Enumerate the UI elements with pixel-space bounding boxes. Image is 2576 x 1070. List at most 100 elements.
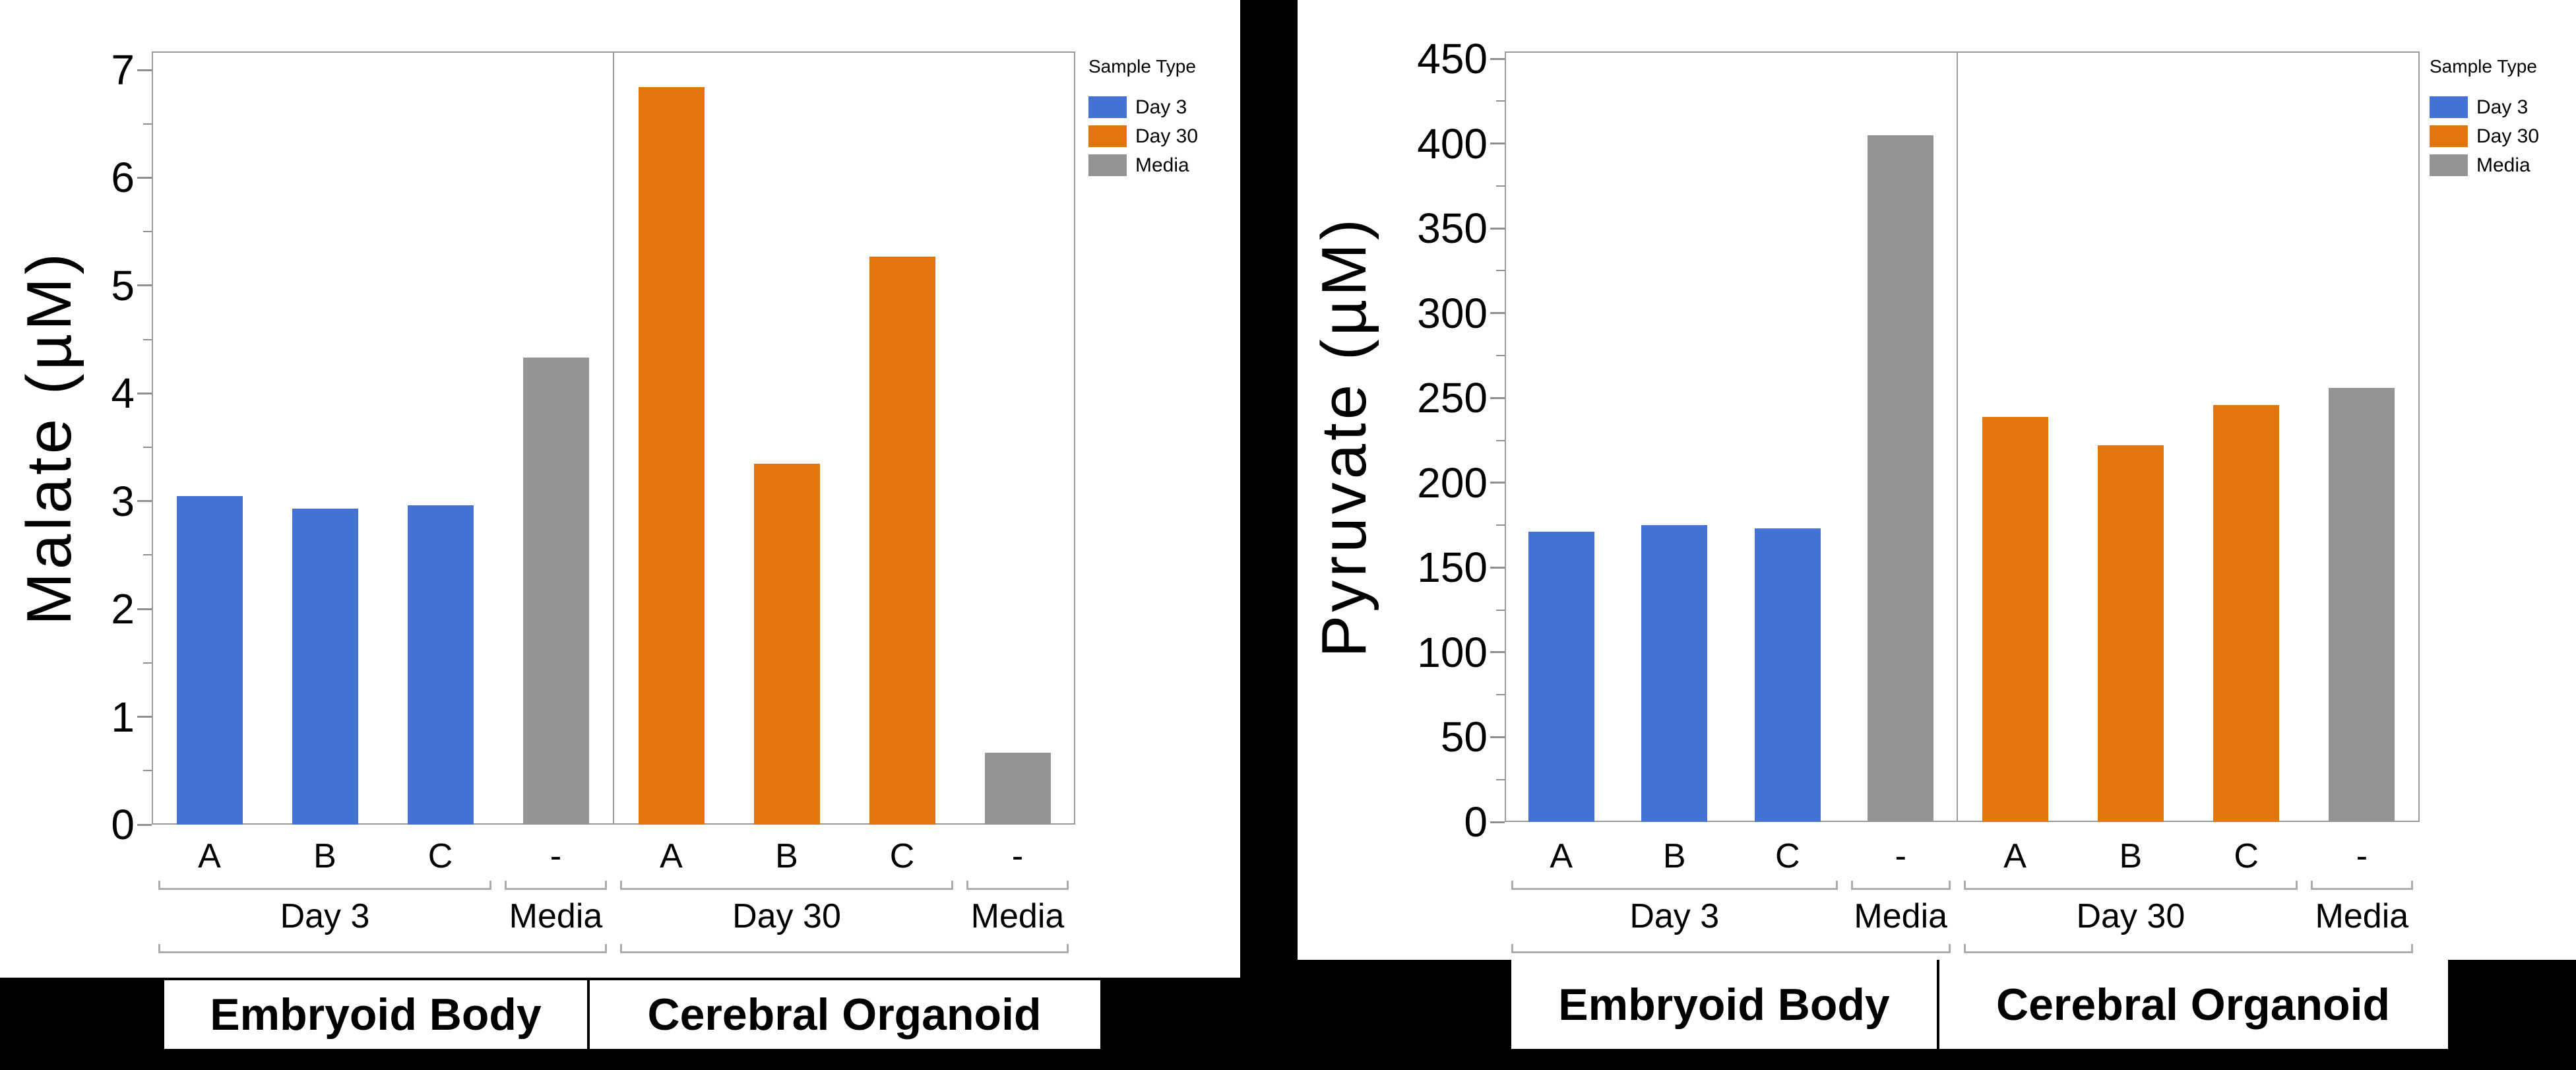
facet-bracket [1964,944,2413,953]
bar-media-- [2329,387,2395,822]
x-category-label: A [2003,837,2026,875]
y-major-tick [1490,396,1505,399]
group-label: Day 3 [1629,897,1720,935]
y-minor-tick [143,554,152,556]
legend-item-day30: Day 30 [2430,125,2539,147]
legend-item-label: Day 3 [1135,96,1187,118]
y-minor-tick [143,662,152,664]
bar-day30-B [2097,445,2164,822]
group-label: Media [509,897,603,935]
group-label: Media [970,897,1065,935]
bar-media-- [984,752,1051,825]
y-major-tick [1490,482,1505,484]
bar-day3-A [176,495,243,825]
x-category-label: C [889,837,915,875]
facet-bracket [1511,944,1951,953]
facet-label-embryoid-body: Embryoid Body [210,990,542,1040]
legend-item-day3: Day 3 [2430,96,2539,118]
bar-day3-C [407,505,474,825]
y-major-tick [1490,566,1505,569]
y-tick-label: 150 [1417,544,1488,592]
group-bracket [620,881,953,890]
group-bracket [1850,881,1951,890]
facet-label-cerebral-organoid: Cerebral Organoid [1995,979,2391,1030]
y-major-tick [1490,142,1505,145]
y-tick-label: 2 [111,585,135,633]
legend-item-label: Day 30 [2476,125,2540,147]
legend-item-media: Media [2430,154,2539,176]
y-major-tick [1490,312,1505,315]
bar-media-- [522,358,589,825]
bar-day30-C [869,256,935,825]
y-major-tick [137,608,152,610]
y-tick-label: 300 [1417,289,1488,337]
plot-frame [1505,51,2420,822]
group-bracket [505,881,607,890]
y-minor-tick [1496,609,1505,611]
x-category-label: A [660,837,683,875]
group-bracket [1511,881,1838,890]
group-label: Day 30 [732,897,841,935]
facet-box-divider [587,980,590,1049]
y-minor-tick [1496,185,1505,187]
y-tick-label: 400 [1417,119,1488,168]
legend-item-media: Media [1088,154,1198,176]
legend-title: Sample Type [1088,56,1196,77]
y-tick-label: 350 [1417,205,1488,253]
y-major-tick [1490,57,1505,60]
legend: Sample Type Day 3 Day 30 Media [2430,55,2539,183]
bar-media-- [1868,135,1934,822]
y-tick-label: 100 [1417,628,1488,676]
y-major-tick [137,500,152,503]
legend-item-day30: Day 30 [1088,125,1198,147]
bar-day30-A [638,87,705,825]
pyruvate-plot-area: 0 50 100 150 200 250 300 350 400 450 A B C Day 3 - Medi… [1298,0,2576,960]
y-major-tick [1490,651,1505,654]
y-tick-label: 7 [111,46,135,94]
y-major-tick [1490,227,1505,230]
bar-day3-B [292,509,358,825]
y-major-tick [1490,821,1505,823]
y-major-tick [137,69,152,71]
y-tick-label: 0 [1464,798,1488,846]
x-category-label: - [2356,837,2368,875]
media-color-swatch [1088,154,1127,176]
group-label: Day 3 [280,897,370,935]
facet-label-cerebral-organoid: Cerebral Organoid [647,990,1042,1040]
bar-day3-C [1754,528,1821,822]
y-tick-label: 250 [1417,374,1488,422]
day3-color-swatch [1088,96,1127,118]
pyruvate-facet-label-box: Embryoid Body Cerebral Organoid [1511,960,2448,1049]
malate-facet-label-box: Embryoid Body Cerebral Organoid [164,980,1100,1049]
y-major-tick [137,284,152,287]
bar-day30-C [2213,404,2280,822]
x-category-label: B [775,837,798,875]
y-major-tick [137,716,152,718]
x-category-label: B [2119,837,2143,875]
y-minor-tick [143,447,152,448]
y-tick-label: 6 [111,154,135,202]
facet-divider-line [1957,51,1958,822]
y-tick-label: 3 [111,477,135,525]
facet-box-divider [1937,960,1939,1049]
bar-day30-B [753,463,820,825]
y-tick-label: 5 [111,261,135,309]
x-category-label: C [2234,837,2259,875]
legend-item-day3: Day 3 [1088,96,1198,118]
y-minor-tick [1496,778,1505,780]
day30-color-swatch [2430,125,2468,147]
pyruvate-chart-panel: Pyruvate (µM) 0 50 100 150 200 250 300 350 400 45… [1298,0,2576,960]
legend-item-label: Media [1135,154,1189,176]
x-category-label: B [1662,837,1686,875]
bar-day3-B [1641,525,1708,822]
x-category-label: C [1775,837,1800,875]
y-tick-label: 1 [111,693,135,741]
legend-item-label: Media [2476,154,2530,176]
y-minor-tick [1496,524,1505,526]
malate-plot-area: 0 1 2 3 4 5 6 7 A B C Day 3 - Media A B C Day 30 - Media [0,0,1240,978]
x-category-label: A [1550,837,1573,875]
group-bracket [1964,881,2298,890]
y-minor-tick [143,123,152,125]
bar-day30-A [1982,416,2048,822]
